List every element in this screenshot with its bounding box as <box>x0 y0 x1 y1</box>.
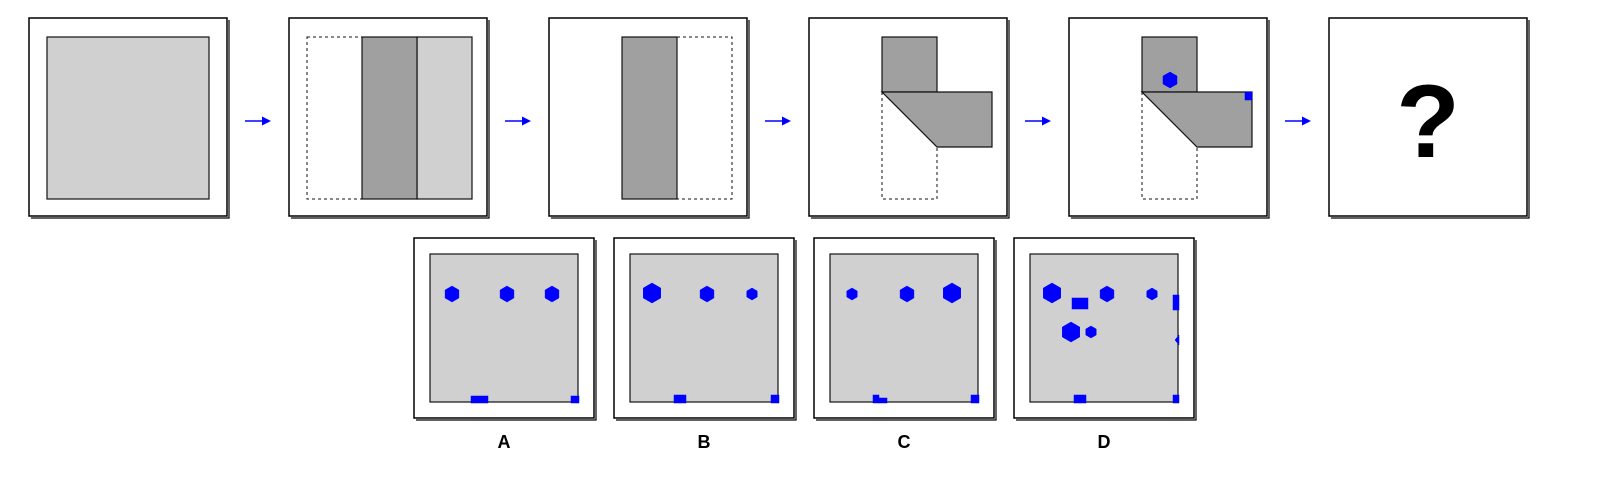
panel-shadow <box>416 240 597 421</box>
option-label: A <box>498 432 511 452</box>
step-4-panel <box>808 17 1010 219</box>
panel-shadow <box>1071 20 1270 219</box>
hexagon-hole <box>499 285 515 303</box>
panel-shadow <box>811 20 1010 219</box>
folded-away-outline <box>881 92 938 200</box>
square-hole <box>1073 394 1087 404</box>
arrow-right-icon <box>1285 116 1311 126</box>
hexagon-hole <box>1085 325 1097 339</box>
paper-square <box>46 36 210 200</box>
hexagon-hole <box>846 287 858 301</box>
hexagon-hole <box>1043 282 1061 304</box>
square-hole <box>872 394 880 404</box>
hexagon-hole <box>1174 334 1180 346</box>
option-c-panel[interactable]: C <box>813 237 997 452</box>
square-hole <box>1244 91 1253 101</box>
panel-shadow <box>291 20 490 219</box>
square-hole <box>1172 394 1180 404</box>
paper-folded-flap <box>880 91 993 148</box>
hexagon-hole <box>444 285 460 303</box>
option-d-panel[interactable]: D <box>1013 237 1197 452</box>
question-mark: ? <box>1396 64 1460 180</box>
hexagon-hole <box>1099 285 1115 303</box>
hexagon-hole <box>699 285 715 303</box>
folded-away-outline <box>1141 92 1198 200</box>
step-1-panel <box>28 17 230 219</box>
paper-square <box>629 253 779 403</box>
square-hole <box>673 394 687 404</box>
square-hole <box>1071 297 1089 310</box>
hexagon-hole <box>746 287 758 301</box>
square-hole <box>570 395 580 404</box>
panel-shadow <box>1016 240 1197 421</box>
square-hole <box>970 394 980 404</box>
option-label: B <box>698 432 711 452</box>
square-hole <box>878 397 888 404</box>
square-hole <box>1172 294 1180 311</box>
hexagon-hole <box>1062 321 1080 343</box>
hexagon-hole <box>643 282 661 304</box>
step-5-panel <box>1068 17 1270 219</box>
paper-folded-strip <box>881 36 938 93</box>
panel-shadow <box>551 20 750 219</box>
paper-folded-flap <box>1140 91 1253 148</box>
paper-square <box>429 253 579 403</box>
hexagon-hole <box>943 282 961 304</box>
step-3-panel <box>548 17 750 219</box>
paper-light-strip <box>416 36 473 200</box>
option-a-panel[interactable]: A <box>413 237 597 452</box>
paper-square <box>829 253 979 403</box>
arrow-right-icon <box>1025 116 1051 126</box>
paper-folded-strip <box>621 36 678 200</box>
hexagon-hole <box>544 285 560 303</box>
option-label: D <box>1098 432 1111 452</box>
question-panel: ? <box>1328 17 1530 219</box>
panel-shadow <box>31 20 230 219</box>
option-b-panel[interactable]: B <box>613 237 797 452</box>
arrow-right-icon <box>245 116 271 126</box>
square-hole <box>770 394 780 404</box>
arrow-right-icon <box>765 116 791 126</box>
paper-folded-strip <box>361 36 418 200</box>
hexagon-hole <box>899 285 915 303</box>
paper-square <box>1029 253 1179 403</box>
square-hole <box>470 395 489 404</box>
option-label: C <box>898 432 911 452</box>
step-2-panel <box>288 17 490 219</box>
panel-shadow <box>816 240 997 421</box>
hexagon-hole <box>1146 287 1158 301</box>
arrow-right-icon <box>505 116 531 126</box>
hexagon-hole <box>1162 71 1178 89</box>
panel-shadow <box>1331 20 1530 219</box>
panel-frame <box>1328 17 1528 217</box>
panel-shadow <box>616 240 797 421</box>
